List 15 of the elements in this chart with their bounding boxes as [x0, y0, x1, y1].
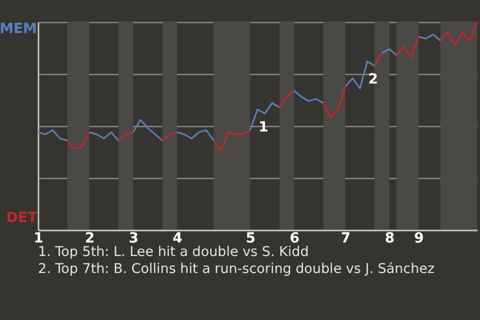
x-tick-label: 9 [414, 230, 424, 246]
x-tick-label: 2 [84, 230, 95, 246]
annotation: 2 [368, 72, 378, 88]
x-tick-label: 7 [340, 230, 351, 246]
x-tick-label: 8 [384, 230, 395, 246]
x-tick-label: 3 [128, 230, 138, 246]
text: MEM [0, 21, 37, 37]
x-tick-label: 6 [290, 230, 300, 246]
x-tick-label: 4 [172, 230, 183, 246]
text: 1. Top 5th: L. Lee hit a double vs S. Kidd [38, 244, 309, 260]
x-tick-label: 1 [34, 230, 44, 246]
x-tick-label: 5 [246, 230, 256, 246]
text: DET [6, 210, 38, 226]
annotation: 1 [258, 119, 268, 136]
text: 2. Top 7th: B. Collins hit a run-scoring double vs J. Sánchez [38, 261, 435, 278]
